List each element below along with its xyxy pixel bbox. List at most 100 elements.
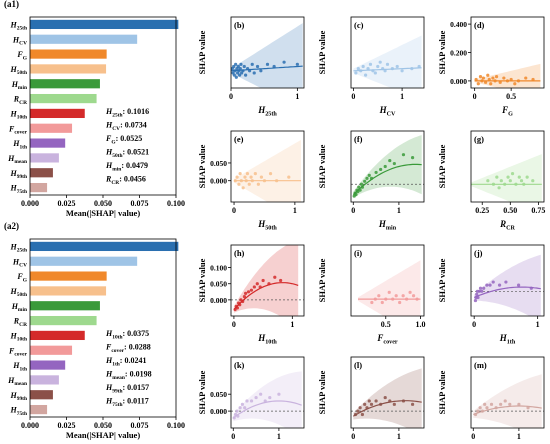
x-tick-label: 0 [231,432,235,441]
data-point [486,73,490,77]
panel-label: (l) [354,360,362,370]
y-tick-label: 0.050 [210,159,227,168]
data-point [401,294,405,298]
data-point [485,283,489,287]
panel-label: (i) [354,248,362,258]
x-tick-label: 0.75 [531,206,545,215]
scatter-panel-f: 0 1 SHAP value Hmin (f) [317,130,425,232]
data-point [373,71,377,75]
data-point [489,402,494,406]
data-point [268,395,272,400]
data-point [232,64,236,69]
data-point [374,170,378,175]
y-tick-label: 0.000 [210,177,227,186]
plot-area [351,368,424,428]
plot-frame [230,244,305,317]
data-point [495,175,499,179]
data-point [517,175,521,179]
data-point [478,286,483,290]
data-point [383,164,387,169]
fit-curve [473,286,541,299]
x-tick-label: 0.5 [506,92,516,101]
data-point [363,402,367,406]
bar-H-75th [30,182,48,193]
bar-panel-a1: H25th HCV FG H50th Hmin RCR H10th Fcover H1th Hme… [4,0,185,218]
x-tick-label: 1 [290,320,294,329]
bar-panel-a2: H25th HCV FG H50th Hmin RCR H10th Fcover H1th Hme… [4,221,185,440]
data-point [287,175,291,179]
data-point [476,82,480,86]
data-point [476,409,480,413]
panel-label: (j) [474,248,483,258]
bar-H-min [30,79,100,89]
bar-label-H-CV: HCV [12,257,27,268]
bar-label-H-10th: H10th [9,109,27,120]
bar-H-mean [30,375,59,385]
confidence-band [471,154,542,202]
data-point [497,186,501,190]
data-point [484,80,488,84]
bar-H-CV [30,34,138,44]
data-point [487,77,491,82]
bar-H-1th [30,360,66,370]
fit-curve [233,282,299,310]
plot-area [233,139,301,202]
fit-curve [231,65,303,72]
y-tick-label: 0.000 [210,296,227,305]
plot-frame [350,130,425,203]
data-point [376,64,380,69]
data-point [272,64,276,69]
data-point [483,402,487,406]
data-point [374,399,378,403]
data-point [243,406,247,410]
bar-H-CV [30,256,138,266]
plot-frame [230,356,305,429]
annotation-H-50th: H50th: 0.0521 [105,148,149,159]
x-tick-label: 0.025 [58,421,76,430]
bar-H-50th [30,64,107,74]
data-point [383,395,387,400]
x-axis-label: H1th [499,333,516,346]
panel-label: (h) [234,248,245,258]
data-point [387,290,391,294]
x-tick-label: 0 [232,320,236,329]
y-axis-label: SHAP value [437,258,447,302]
bar-label-H-CV: HCV [12,35,27,46]
bar-H-99th [30,390,53,400]
data-point [524,76,528,80]
y-axis-label: SHAP value [317,258,327,302]
data-point [252,285,256,289]
scatter-panel-c: 0 1 SHAP value HCV (c) [317,16,425,118]
fit-curve [353,67,422,72]
bar-label-H-1th: H1th [12,139,27,150]
x-tick-label: 0.100 [167,199,185,208]
data-point [378,60,382,64]
data-point [478,75,483,79]
x-tick-label: 1.0 [416,320,426,329]
annotation-H-CV: HCV: 0.0734 [105,121,147,132]
plot-area [231,23,303,88]
data-point [236,64,240,69]
annotation-R-CR: RCR: 0.0456 [105,175,146,186]
bar-H-25th [30,19,179,30]
data-point [359,182,364,186]
bar-H-10th [30,108,85,119]
confidence-band [233,245,299,316]
x-tick-label: 0.025 [58,199,76,208]
bar-H-50th [30,286,107,296]
data-point [252,71,256,75]
x-tick-label: 0 [351,92,355,101]
data-point [255,282,259,286]
data-point [517,402,521,406]
plot-frame [350,356,425,429]
annotation-H-99th: H99th: 0.0157 [105,383,149,394]
data-point [394,294,398,298]
y-axis-label: SHAP value [317,30,327,74]
data-point [494,75,499,79]
plot-area [474,63,541,88]
x-tick-label: 0 [232,206,236,215]
x-axis-label: H10th [257,333,277,346]
data-point [486,179,490,183]
data-point [242,64,246,69]
